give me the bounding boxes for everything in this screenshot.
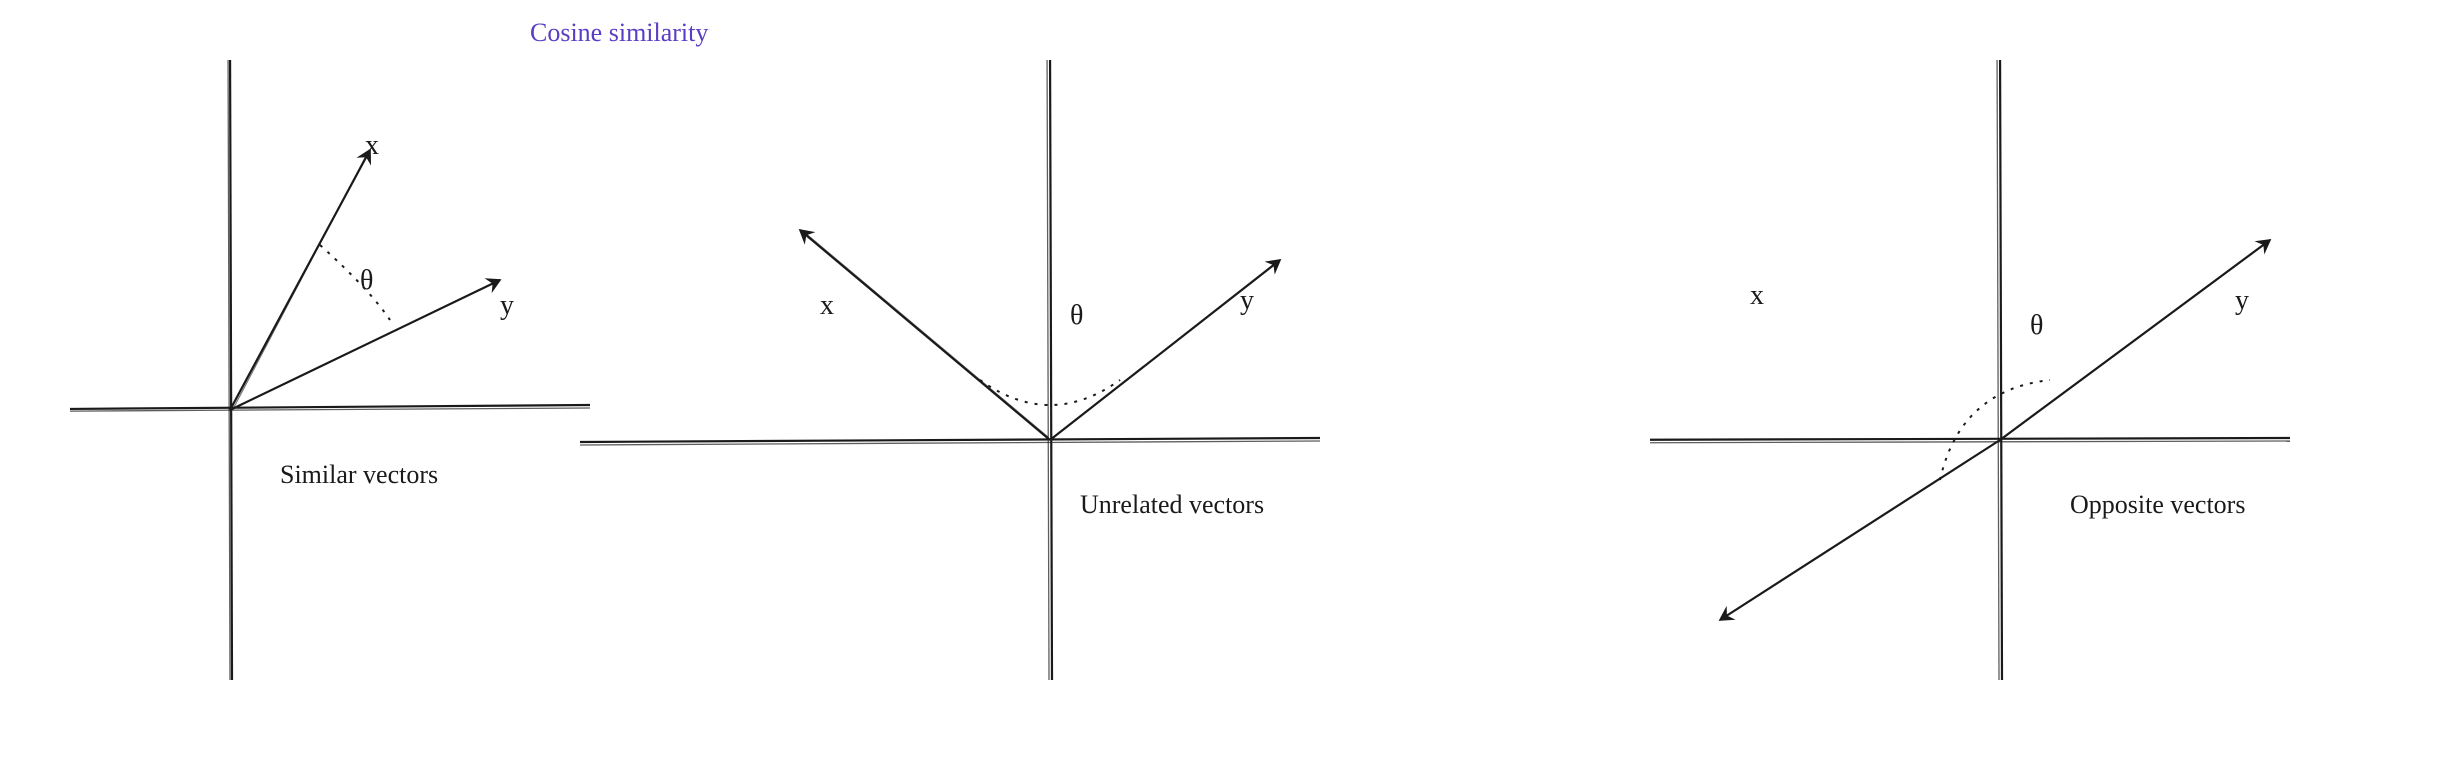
label-y-unrelated: y (1240, 285, 1254, 317)
panel-opposite-svg (1650, 60, 2450, 700)
panel-opposite: x y θ Opposite vectors (1650, 60, 2450, 700)
label-y-similar: y (500, 290, 514, 322)
panel-unrelated: x y θ Unrelated vectors (550, 60, 1450, 700)
caption-opposite: Opposite vectors (2070, 490, 2245, 520)
label-theta-similar: θ (360, 265, 373, 297)
label-x-opposite: x (1750, 280, 1764, 312)
label-x-similar: x (365, 130, 379, 162)
label-x-unrelated: x (820, 290, 834, 322)
diagram-canvas: Cosine similarity x y θ Similar vectors (0, 0, 2450, 762)
panel-unrelated-svg (550, 60, 1450, 700)
caption-similar: Similar vectors (280, 460, 438, 490)
label-y-opposite: y (2235, 285, 2249, 317)
diagram-title: Cosine similarity (530, 18, 708, 48)
caption-unrelated: Unrelated vectors (1080, 490, 1264, 520)
label-theta-unrelated: θ (1070, 300, 1083, 332)
label-theta-opposite: θ (2030, 310, 2043, 342)
